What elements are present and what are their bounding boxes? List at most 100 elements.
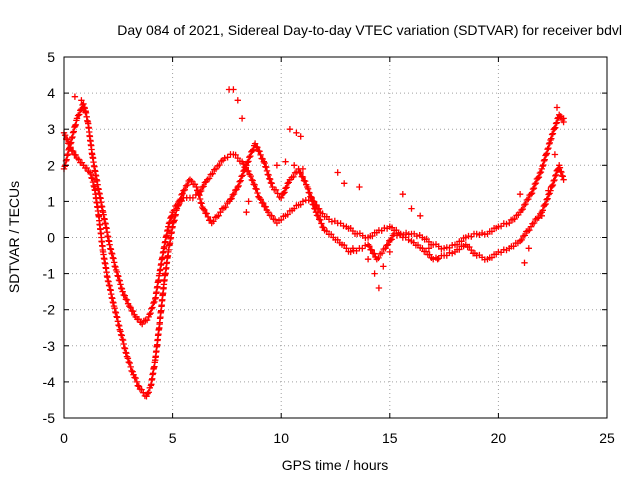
data-point [340,222,347,230]
data-point [128,367,135,375]
data-point [132,374,139,382]
y-tick-label: -5 [43,410,56,426]
x-axis-label: GPS time / hours [282,457,389,473]
data-point [368,246,375,254]
data-point [417,212,424,219]
data-point [80,100,87,108]
data-point [560,115,567,122]
data-point [537,168,545,176]
y-tick-label: -4 [43,374,56,390]
data-point [124,355,132,362]
data-point [282,158,289,165]
data-point [133,378,140,386]
data-point [176,197,183,204]
data-point [221,154,228,162]
data-point [121,292,128,299]
data-point [523,196,531,204]
data-point [425,245,433,252]
data-point [181,186,188,193]
data-point [549,181,557,189]
data-point [551,176,558,184]
data-point [250,146,257,153]
data-point [304,185,312,192]
data-point [239,172,246,179]
data-point [488,228,496,235]
data-point [119,288,126,295]
data-point [552,171,560,179]
data-point [147,309,154,317]
data-point [120,340,127,348]
data-point [196,192,203,199]
data-point [551,125,558,132]
data-point [201,206,208,213]
data-point [545,187,552,194]
data-point [199,205,207,212]
data-point [301,177,309,185]
data-point [107,246,115,253]
data-point [299,198,307,205]
data-point [528,190,536,197]
data-point [519,205,526,213]
data-point [547,136,554,144]
data-point [349,245,357,252]
data-point [548,135,555,142]
data-point [268,212,275,219]
data-point [78,97,85,104]
data-point [538,212,545,219]
data-point [229,191,236,198]
data-point [72,151,79,159]
y-tick-label: 1 [47,193,55,209]
data-point [244,159,251,166]
data-point [245,198,252,205]
data-point [200,183,207,190]
data-point [126,359,133,367]
data-point [518,206,525,214]
data-point [230,190,238,198]
data-point [386,248,393,256]
data-point [77,107,84,114]
data-point [241,166,248,174]
data-point [69,147,77,155]
data-point [69,129,77,136]
data-point [238,115,246,122]
data-point [527,191,535,198]
data-point [262,203,269,210]
data-point [291,162,298,169]
data-point [543,151,550,158]
data-point [149,304,156,311]
data-point [151,298,158,306]
data-point [530,219,538,227]
data-point [503,220,510,228]
x-tick-label: 5 [169,430,177,446]
data-point [175,201,182,208]
data-point [408,205,415,212]
data-point [148,305,155,312]
data-point [281,189,288,196]
y-tick-label: 2 [47,157,55,173]
data-point [375,284,383,292]
data-point [111,305,118,312]
data-point [249,177,256,184]
data-point [73,115,81,122]
data-point [529,185,537,193]
data-point [260,199,267,207]
data-point [553,104,561,111]
data-point [228,195,235,202]
y-axis-label: SDTVAR / TECUs [6,181,22,293]
data-point [551,151,559,158]
grid-lines [64,57,607,418]
data-point [534,174,542,182]
data-point [283,184,290,191]
data-point [123,296,131,304]
data-point [247,172,254,180]
data-point [66,140,73,148]
data-point [544,195,551,202]
data-point [297,169,304,177]
data-point [380,263,387,270]
data-point [546,190,553,197]
x-tick-label: 15 [382,430,398,446]
data-point [388,236,395,243]
tick-labels: 0 5 10 15 20 25 -5 -4 -3 -2 -1 0 1 2 3 4 5 [43,49,615,446]
data-point [247,152,254,160]
